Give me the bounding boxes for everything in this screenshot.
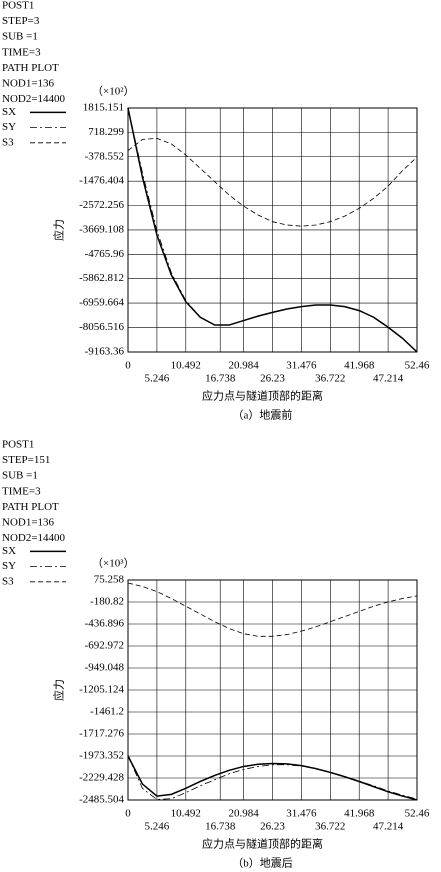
y-tick-label: -1461.2 [90, 706, 124, 718]
y-tick-label: -378.552 [85, 150, 124, 162]
x-tick-label: 31.476 [286, 360, 317, 372]
x-tick-label: 20.984 [228, 360, 259, 372]
x-tick-label: 26.23 [260, 821, 285, 833]
x-tick-label: 10.492 [171, 808, 201, 820]
header-line: PATH PLOT [2, 62, 59, 74]
y-axis-label: 应力 [52, 679, 66, 701]
y-tick-label: -2572.256 [79, 199, 124, 211]
y-tick-label: -949.048 [85, 662, 125, 674]
y-tick-label: -2485.504 [79, 794, 124, 806]
y-tick-label: -5862.812 [79, 272, 124, 284]
y-tick-label: -180.82 [90, 596, 124, 608]
header-line: NOD2=14400 [2, 93, 66, 105]
header-line: STEP=151 [2, 454, 50, 466]
scale-note: （×10³） [92, 557, 135, 570]
legend-label: SY [2, 121, 16, 133]
legend-label: SX [2, 545, 16, 557]
legend-label: S3 [2, 136, 14, 148]
header-line: NOD1=136 [2, 78, 55, 90]
x-tick-label: 41.968 [344, 808, 375, 820]
y-tick-label: -1205.124 [79, 684, 124, 696]
header-line: POST1 [2, 439, 34, 451]
x-tick-label: 26.23 [260, 373, 285, 385]
x-tick-label: 47.214 [373, 373, 404, 385]
header-line: POST1 [2, 0, 34, 12]
x-tick-label: 41.968 [344, 360, 375, 372]
x-axis-label: 应力点与隧道顶部的距离 [202, 389, 323, 403]
caption: （a）地震前 [233, 408, 293, 422]
x-tick-label: 10.492 [171, 360, 201, 372]
y-tick-label: -2229.428 [79, 772, 124, 784]
legend-label: S3 [2, 575, 14, 587]
legend-label: SX [2, 106, 16, 118]
x-tick-label: 0 [125, 808, 131, 820]
y-tick-label: 1815.151 [83, 102, 124, 114]
x-axis-label: 应力点与隧道顶部的距离 [202, 837, 323, 851]
x-tick-label: 16.738 [205, 821, 236, 833]
y-tick-label: -8056.516 [79, 321, 124, 333]
series-line [127, 755, 418, 800]
legend-label: SY [2, 560, 16, 572]
x-tick-label: 5.246 [145, 821, 170, 833]
x-tick-label: 36.722 [315, 373, 345, 385]
y-axis-label: 应力 [52, 219, 66, 241]
series-line [127, 137, 418, 227]
x-tick-label: 52.46 [405, 360, 430, 372]
y-tick-label: -6959.664 [79, 297, 124, 309]
y-tick-label: -1717.276 [79, 728, 124, 740]
plot-frame [127, 579, 418, 801]
y-tick-label: -9163.36 [85, 346, 125, 358]
header-line: STEP=3 [2, 15, 40, 27]
y-tick-label: -1973.352 [79, 750, 124, 762]
header-line: SUB =1 [2, 470, 38, 482]
y-tick-label: -3669.108 [79, 223, 124, 235]
series-line [127, 755, 418, 801]
y-tick-label: 75.258 [94, 574, 125, 586]
header-line: TIME=3 [2, 46, 41, 58]
x-tick-label: 47.214 [373, 821, 404, 833]
caption: （b）地震后 [232, 857, 293, 870]
y-tick-label: -436.896 [85, 618, 125, 630]
scale-note: （×10²） [92, 85, 135, 98]
series-line [127, 107, 418, 353]
y-tick-label: 718.299 [88, 126, 124, 138]
x-tick-label: 36.722 [315, 821, 345, 833]
header-line: TIME=3 [2, 485, 41, 497]
series-line [127, 107, 418, 353]
header-line: NOD1=136 [2, 517, 55, 529]
y-tick-label: -1476.404 [79, 175, 124, 187]
plot-frame [127, 107, 418, 353]
y-tick-label: -4765.96 [85, 248, 125, 260]
header-line: SUB =1 [2, 31, 38, 43]
x-tick-label: 20.984 [228, 808, 259, 820]
x-tick-label: 5.246 [145, 373, 170, 385]
header-line: PATH PLOT [2, 501, 59, 513]
x-tick-label: 16.738 [205, 373, 236, 385]
x-tick-label: 31.476 [286, 808, 317, 820]
series-line [127, 582, 418, 637]
x-tick-label: 52.46 [405, 808, 430, 820]
header-line: NOD2=14400 [2, 532, 66, 544]
y-tick-label: -692.972 [85, 640, 124, 652]
x-tick-label: 0 [125, 360, 131, 372]
